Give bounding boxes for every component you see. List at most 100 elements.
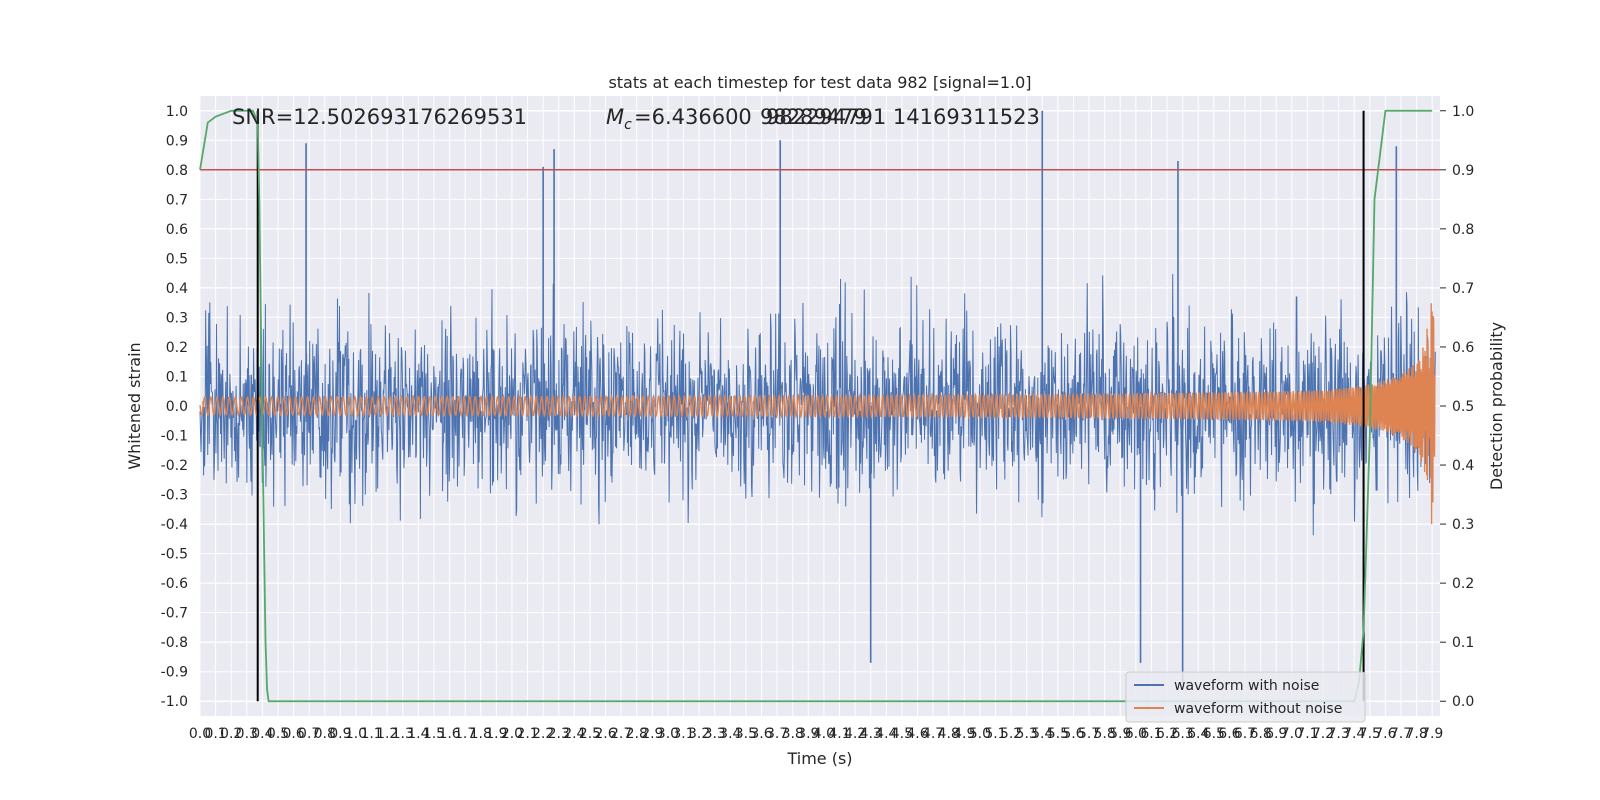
legend-label-clean: waveform without noise <box>1174 701 1342 717</box>
x-tick-label: 2.4 <box>563 726 585 742</box>
x-tick-label: 1.3 <box>392 726 414 742</box>
x-tick-label: 0.6 <box>282 726 304 742</box>
x-tick-label: 1.5 <box>423 726 445 742</box>
x-tick-label: 7.7 <box>1390 726 1412 742</box>
x-tick-label: 6.4 <box>1187 726 1209 742</box>
y-tick-label: 0.4 <box>166 281 188 297</box>
y-axis-label: Whitened strain <box>125 342 144 469</box>
mc-annotation-overlap: 98289479 <box>760 105 867 129</box>
x-tick-label: 2.0 <box>501 726 523 742</box>
y-tick-label: 1.0 <box>166 104 188 120</box>
y2-tick-label: 0.9 <box>1452 163 1474 179</box>
x-tick-label: 4.1 <box>828 726 850 742</box>
y-tick-label: -0.3 <box>161 488 188 504</box>
y-tick-label: -0.4 <box>161 517 188 533</box>
y-tick-label: -0.8 <box>161 635 188 651</box>
y2-tick-label: 0.5 <box>1452 399 1474 415</box>
y2-tick-label: 0.0 <box>1452 694 1474 710</box>
x-axis-label: Time (s) <box>786 749 852 768</box>
x-tick-label: 6.0 <box>1125 726 1147 742</box>
x-tick-label: 2.9 <box>641 726 663 742</box>
series-waveform-without-noise <box>199 303 1436 525</box>
x-tick-label: 5.2 <box>1000 726 1022 742</box>
y-tick-label: 0.7 <box>166 192 188 208</box>
x-tick-label: 6.7 <box>1234 726 1256 742</box>
x-tick-label: 3.7 <box>766 726 788 742</box>
x-tick-label: 7.0 <box>1281 726 1303 742</box>
x-tick-label: 7.5 <box>1359 726 1381 742</box>
x-tick-label: 4.7 <box>922 726 944 742</box>
x-tick-label: 1.8 <box>470 726 492 742</box>
y-tick-label: 0.3 <box>166 310 188 326</box>
x-tick-label: 3.9 <box>797 726 819 742</box>
x-tick-label: 3.0 <box>657 726 679 742</box>
legend-label-noise: waveform with noise <box>1174 678 1319 694</box>
y2-tick-label: 0.4 <box>1452 458 1474 474</box>
x-tick-label: 2.8 <box>626 726 648 742</box>
y-tick-label: 0.6 <box>166 222 188 238</box>
y2-tick-label: 1.0 <box>1452 104 1474 120</box>
x-tick-label: 4.0 <box>813 726 835 742</box>
x-tick-label: 6.3 <box>1172 726 1194 742</box>
x-tick-label: 2.1 <box>516 726 538 742</box>
x-tick-label: 0.8 <box>314 726 336 742</box>
x-tick-label: 2.3 <box>548 726 570 742</box>
x-tick-label: 4.9 <box>953 726 975 742</box>
x-tick-label: 1.6 <box>438 726 460 742</box>
x-tick-label: 5.5 <box>1047 726 1069 742</box>
x-tick-label: 3.4 <box>719 726 741 742</box>
x-tick-label: 1.0 <box>345 726 367 742</box>
y-tick-label: -0.9 <box>161 665 188 681</box>
x-tick-label: 7.8 <box>1405 726 1427 742</box>
x-tick-label: 1.7 <box>454 726 476 742</box>
x-tick-label: 5.7 <box>1078 726 1100 742</box>
x-tick-label: 0.0 <box>189 726 211 742</box>
mc-annotation-value: =6.436600 <box>634 105 752 129</box>
y-tick-label: -0.1 <box>161 429 188 445</box>
x-tick-label: 1.1 <box>360 726 382 742</box>
x-tick-label: 0.3 <box>236 726 258 742</box>
y-tick-label: 0.2 <box>166 340 188 356</box>
x-tick-label: 3.2 <box>688 726 710 742</box>
x-tick-label: 0.9 <box>329 726 351 742</box>
x-tick-label: 5.3 <box>1016 726 1038 742</box>
y-tick-label: 0.8 <box>166 163 188 179</box>
x-tick-label: 5.1 <box>984 726 1006 742</box>
x-tick-label: 5.9 <box>1109 726 1131 742</box>
x-tick-label: 2.5 <box>579 726 601 742</box>
x-tick-label: 0.4 <box>251 726 273 742</box>
x-tick-label: 6.5 <box>1203 726 1225 742</box>
x-tick-label: 4.4 <box>875 726 897 742</box>
x-tick-label: 2.6 <box>594 726 616 742</box>
x-tick-label: 1.2 <box>376 726 398 742</box>
x-tick-label: 3.3 <box>704 726 726 742</box>
x-tick-label: 0.5 <box>267 726 289 742</box>
y-tick-label: -0.7 <box>161 606 188 622</box>
x-tick-label: 7.6 <box>1374 726 1396 742</box>
x-tick-label: 3.5 <box>735 726 757 742</box>
x-tick-label: 6.1 <box>1140 726 1162 742</box>
snr-annotation: SNR=12.502693176269531 <box>232 105 527 129</box>
x-tick-label: 5.4 <box>1031 726 1053 742</box>
y2-tick-label: 0.8 <box>1452 222 1474 238</box>
y-axis-ticks: -1.0 -0.9 -0.8 -0.7 -0.6 -0.5 -0.4 -0.3 -0.2 -0.1… <box>161 104 188 710</box>
mc-annotation-rest: 982294791 14169311523 <box>766 105 1040 129</box>
x-tick-label: 6.9 <box>1265 726 1287 742</box>
x-tick-label: 2.7 <box>610 726 632 742</box>
x-tick-label: 7.3 <box>1327 726 1349 742</box>
y-tick-label: 0.9 <box>166 133 188 149</box>
x-tick-label: 2.2 <box>532 726 554 742</box>
y-tick-label: -0.2 <box>161 458 188 474</box>
chart-title: stats at each timestep for test data 982… <box>608 73 1031 92</box>
x-tick-label: 4.6 <box>906 726 928 742</box>
y-tick-label: -0.6 <box>161 576 188 592</box>
series-detection-probability <box>199 109 1433 703</box>
x-tick-label: 3.1 <box>672 726 694 742</box>
y2-tick-label: 0.1 <box>1452 635 1474 651</box>
x-tick-label: 4.2 <box>844 726 866 742</box>
legend: waveform with noise waveform without noi… <box>1125 671 1366 723</box>
x-tick-label: 3.8 <box>782 726 804 742</box>
y-tick-label: 0.0 <box>166 399 188 415</box>
x-tick-label: 0.7 <box>298 726 320 742</box>
